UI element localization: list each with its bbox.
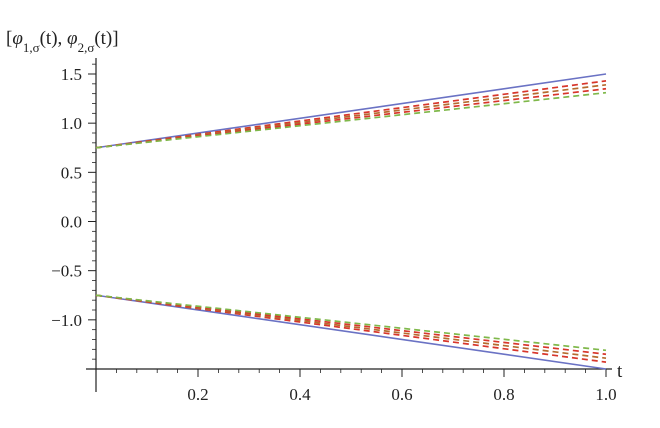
y-tick-label: 0.0 (61, 213, 82, 232)
y-tick-label: −1.0 (51, 311, 82, 330)
series-line-2 (95, 80, 607, 149)
y-tick-label: 1.5 (61, 65, 82, 84)
y-tick-label: 0.5 (61, 163, 82, 182)
axes (86, 58, 612, 392)
x-axis-label: t (617, 361, 623, 382)
y-axis-label: [φ1,σ(t), φ2,σ(t)] (6, 28, 119, 55)
series-line-10 (95, 294, 607, 352)
series-line-6 (95, 294, 607, 370)
x-tick-label: 0.8 (493, 385, 514, 404)
series-line-5 (95, 91, 607, 149)
x-tick-label: 0.4 (289, 385, 311, 404)
series-lines (95, 73, 607, 370)
series-line-1 (95, 73, 607, 149)
x-tick-label: 0.2 (187, 385, 208, 404)
y-tick-label: 1.0 (61, 114, 82, 133)
series-line-8 (95, 294, 607, 360)
axis-ticks: 0.2 0.4 0.6 0.8 1.0 1.5 1.0 0.5 0.0 −0.5 −1.0 (51, 63, 617, 404)
series-line-3 (95, 83, 607, 149)
x-tick-label: 1.0 (595, 385, 616, 404)
series-line-7 (95, 294, 607, 363)
y-tick-label: −0.5 (51, 262, 82, 281)
series-line-4 (95, 87, 607, 149)
series-line-9 (95, 294, 607, 356)
x-tick-label: 0.6 (391, 385, 412, 404)
